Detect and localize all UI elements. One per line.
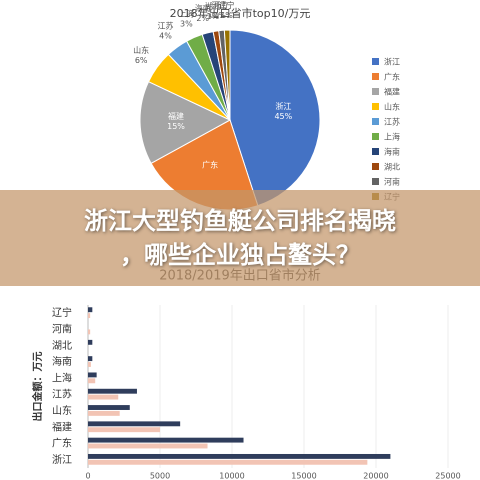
y-tick-label: 山东 (52, 404, 72, 417)
legend-label: 湖北 (384, 163, 400, 172)
x-tick-label: 20000 (363, 472, 388, 480)
slice-value: 2% (196, 14, 209, 23)
x-tick-label: 5000 (150, 472, 170, 480)
slice-value: 45% (274, 112, 292, 121)
legend-swatch (372, 88, 379, 95)
x-tick-label: 25000 (435, 472, 460, 480)
bar (88, 443, 208, 449)
slice-label: 湖北 (205, 2, 221, 11)
bar (88, 378, 96, 384)
slice-label: 上海 (178, 9, 194, 19)
slice-label: 福建 (168, 111, 184, 121)
pie-slice (139, 81, 232, 165)
bar (88, 427, 160, 433)
legend-swatch (372, 58, 379, 65)
bar (88, 372, 97, 378)
legend-label: 海南 (384, 147, 400, 157)
slice-label: 浙江 (275, 101, 291, 111)
bar (88, 388, 137, 394)
slice-label: 海南 (195, 3, 211, 13)
bar (88, 421, 181, 427)
y-tick-label: 浙江 (52, 454, 72, 466)
y-tick-label: 辽宁 (52, 306, 72, 319)
banner: 浙江大型钓鱼艇公司排名揭晓 ，哪些企业独占鳌头？ (0, 190, 480, 286)
slice-value: 6% (135, 56, 148, 65)
legend-swatch (372, 178, 379, 185)
legend-swatch (372, 148, 379, 155)
slice-value: 3% (180, 20, 193, 29)
legend-swatch (372, 103, 379, 110)
x-tick-label: 10000 (219, 472, 244, 480)
slice-label: 江苏 (157, 21, 173, 31)
bar (88, 410, 120, 416)
y-tick-label: 广东 (52, 437, 72, 450)
bar (88, 313, 91, 319)
bar (88, 437, 244, 443)
slice-label: 广东 (202, 160, 218, 170)
legend-label: 江苏 (384, 117, 400, 127)
bar (88, 453, 391, 459)
slice-label: 河南 (212, 0, 228, 10)
slice-value: 1% (220, 11, 233, 20)
legend-label: 河南 (384, 177, 400, 187)
pie-slice (223, 29, 231, 121)
slice-value: 1% (213, 11, 226, 20)
bar (88, 307, 93, 313)
legend-label: 广东 (384, 72, 400, 82)
headline: 浙江大型钓鱼艇公司排名揭晓 (84, 207, 396, 235)
y-tick-label: 河南 (52, 322, 72, 335)
headline: ，哪些企业独占鳌头？ (120, 241, 360, 269)
legend-label: 山东 (384, 102, 400, 112)
slice-value: 4% (159, 32, 172, 41)
chart-title: 2018年出口省市top10/万元 (170, 6, 311, 20)
x-tick-label: 15000 (291, 472, 316, 480)
bar (88, 459, 368, 465)
y-tick-label: 江苏 (52, 388, 72, 401)
y-tick-label: 福建 (52, 420, 72, 433)
y-tick-label: 上海 (52, 371, 72, 384)
x-tick-label: 0 (85, 472, 90, 480)
legend-swatch (372, 163, 379, 170)
bar (88, 356, 93, 362)
bar (88, 329, 91, 335)
legend-label: 上海 (384, 132, 400, 142)
bar (88, 394, 119, 400)
legend-swatch (372, 73, 379, 80)
legend-swatch (372, 133, 379, 140)
slice-label: 辽宁 (219, 0, 235, 10)
y-tick-label: 湖北 (52, 340, 72, 352)
legend-label: 浙江 (384, 57, 400, 67)
bar (88, 339, 93, 345)
legend-label: 福建 (384, 87, 400, 97)
slice-value: 15% (167, 122, 185, 131)
y-axis-label: 出口金额：万元 (31, 352, 44, 422)
bar (88, 405, 130, 410)
slice-value: 1% (206, 12, 219, 21)
legend-swatch (372, 118, 379, 125)
slice-label: 山东 (133, 45, 149, 55)
y-tick-label: 海南 (52, 355, 72, 368)
bar (88, 362, 91, 367)
